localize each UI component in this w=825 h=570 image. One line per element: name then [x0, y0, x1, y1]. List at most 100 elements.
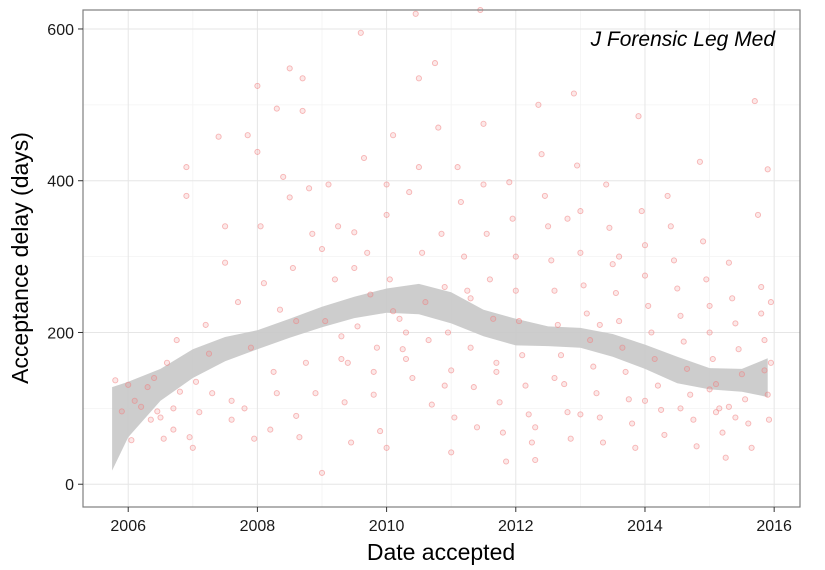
- data-point: [532, 424, 539, 431]
- data-point: [599, 439, 607, 446]
- data-point: [251, 435, 258, 442]
- plot-panel-border: [82, 9, 801, 508]
- data-point: [228, 416, 235, 423]
- data-point: [545, 223, 552, 230]
- data-point: [390, 308, 397, 315]
- data-point: [603, 181, 610, 188]
- data-point: [128, 437, 135, 444]
- data-point: [490, 315, 497, 322]
- data-point: [196, 409, 203, 416]
- data-point: [648, 329, 655, 336]
- data-point: [496, 399, 503, 406]
- data-point: [554, 321, 561, 328]
- data-point: [629, 420, 636, 427]
- data-point: [377, 428, 384, 435]
- data-point: [422, 299, 429, 306]
- data-point: [228, 397, 235, 404]
- data-point: [761, 337, 768, 344]
- data-point: [118, 408, 125, 415]
- data-point: [583, 310, 590, 317]
- data-point: [461, 253, 468, 260]
- data-point: [528, 439, 535, 446]
- y-tick-label: 0: [65, 477, 74, 494]
- data-point: [370, 368, 377, 375]
- data-point: [409, 374, 416, 382]
- data-point: [732, 414, 739, 421]
- data-point: [176, 388, 183, 395]
- data-point: [596, 321, 603, 328]
- data-point: [619, 344, 626, 351]
- data-point: [170, 405, 177, 412]
- data-point: [280, 173, 287, 180]
- data-point: [703, 276, 710, 283]
- data-point: [260, 280, 267, 287]
- data-point: [412, 10, 419, 17]
- data-point: [457, 198, 464, 206]
- data-point: [512, 287, 519, 294]
- data-point: [383, 444, 390, 451]
- data-point: [364, 249, 371, 256]
- data-point: [470, 384, 477, 391]
- data-point: [625, 396, 632, 403]
- data-point: [677, 312, 684, 319]
- x-tick-label: 2010: [369, 518, 405, 535]
- data-point: [690, 416, 697, 423]
- data-point: [335, 223, 342, 230]
- data-point: [273, 390, 280, 397]
- data-point: [658, 406, 665, 413]
- data-point: [767, 359, 774, 366]
- data-point: [415, 164, 422, 171]
- chart-annotation: J Forensic Leg Med: [590, 28, 777, 51]
- data-point: [712, 381, 720, 388]
- x-tick-label: 2006: [110, 518, 146, 535]
- data-point: [641, 397, 649, 404]
- data-point: [577, 208, 584, 215]
- x-tick-label: 2014: [627, 518, 663, 535]
- data-point: [593, 390, 600, 397]
- data-point: [577, 411, 584, 418]
- data-point: [535, 101, 542, 108]
- data-point: [451, 414, 458, 421]
- data-point: [551, 287, 558, 294]
- data-point: [661, 431, 668, 438]
- smooth-band: [112, 283, 768, 471]
- data-point: [667, 223, 674, 230]
- data-point: [276, 306, 284, 313]
- data-point: [163, 359, 171, 366]
- data-point: [638, 208, 645, 215]
- data-point: [205, 350, 213, 357]
- data-point: [419, 249, 426, 256]
- data-point: [351, 264, 358, 272]
- data-point: [480, 120, 487, 127]
- data-point: [622, 368, 629, 375]
- y-tick-label: 400: [47, 174, 74, 191]
- data-point: [515, 318, 523, 325]
- data-point: [241, 405, 248, 412]
- data-point: [286, 65, 293, 72]
- data-point: [186, 434, 193, 441]
- data-point: [125, 381, 132, 388]
- data-point: [390, 132, 397, 139]
- data-point: [551, 374, 558, 382]
- data-point: [160, 435, 167, 442]
- data-point: [244, 132, 251, 139]
- data-point: [318, 245, 326, 253]
- data-point: [706, 329, 713, 336]
- data-point: [467, 295, 474, 302]
- data-point: [612, 289, 619, 297]
- data-point: [431, 60, 439, 67]
- data-point: [483, 230, 490, 237]
- data-point: [541, 192, 548, 199]
- data-point: [151, 374, 158, 382]
- data-point: [254, 82, 261, 89]
- data-point: [596, 414, 603, 421]
- smooth-confidence-band: [112, 283, 768, 471]
- data-point: [309, 230, 316, 237]
- data-point: [706, 386, 713, 393]
- data-point: [373, 344, 380, 351]
- data-point: [435, 124, 442, 131]
- data-point: [293, 412, 300, 419]
- data-point: [693, 443, 700, 450]
- data-point: [722, 454, 729, 461]
- data-point: [402, 329, 410, 336]
